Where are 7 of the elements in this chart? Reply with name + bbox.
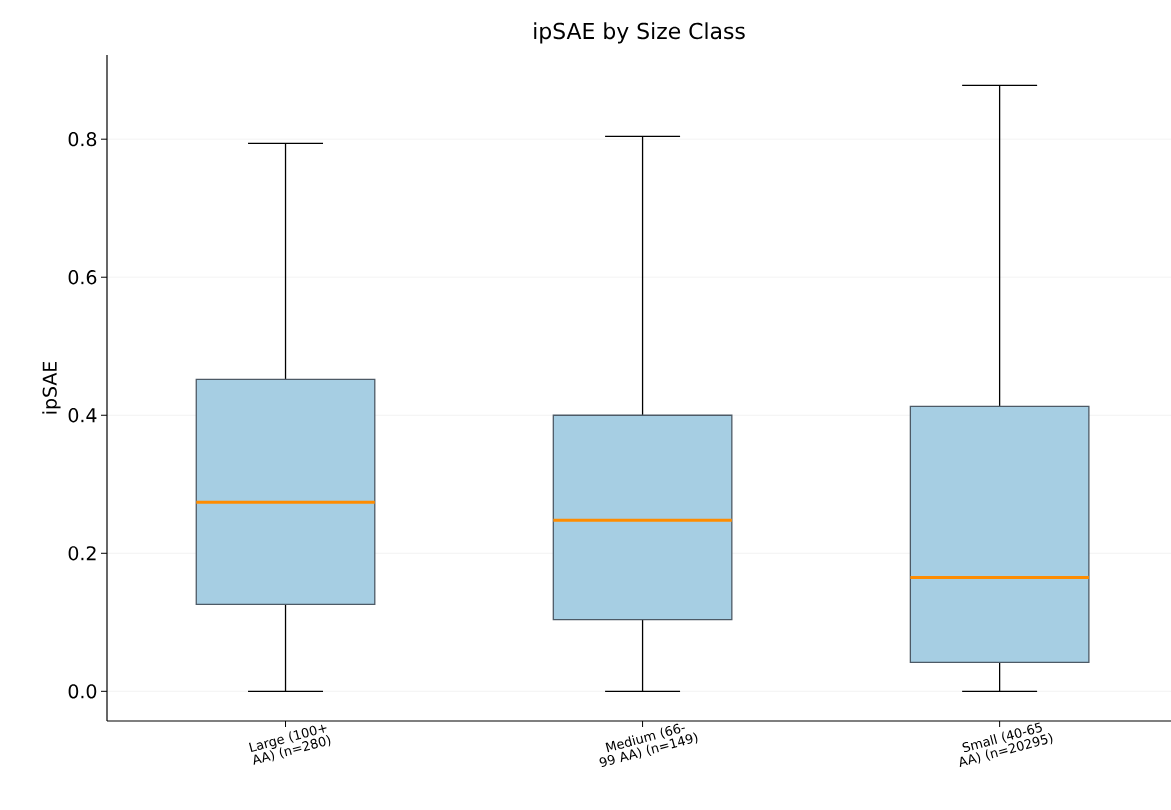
- y-tick-label: 0.0: [68, 684, 97, 699]
- y-tick-label: 0.4: [68, 408, 97, 423]
- y-tick-label: 0.2: [68, 546, 96, 561]
- y-tick-label: 0.6: [68, 270, 97, 285]
- y-axis-title: ipSAE: [42, 361, 61, 414]
- y-tick-label: 0.8: [68, 132, 97, 147]
- chart-title: ipSAE by Size Class: [534, 22, 745, 44]
